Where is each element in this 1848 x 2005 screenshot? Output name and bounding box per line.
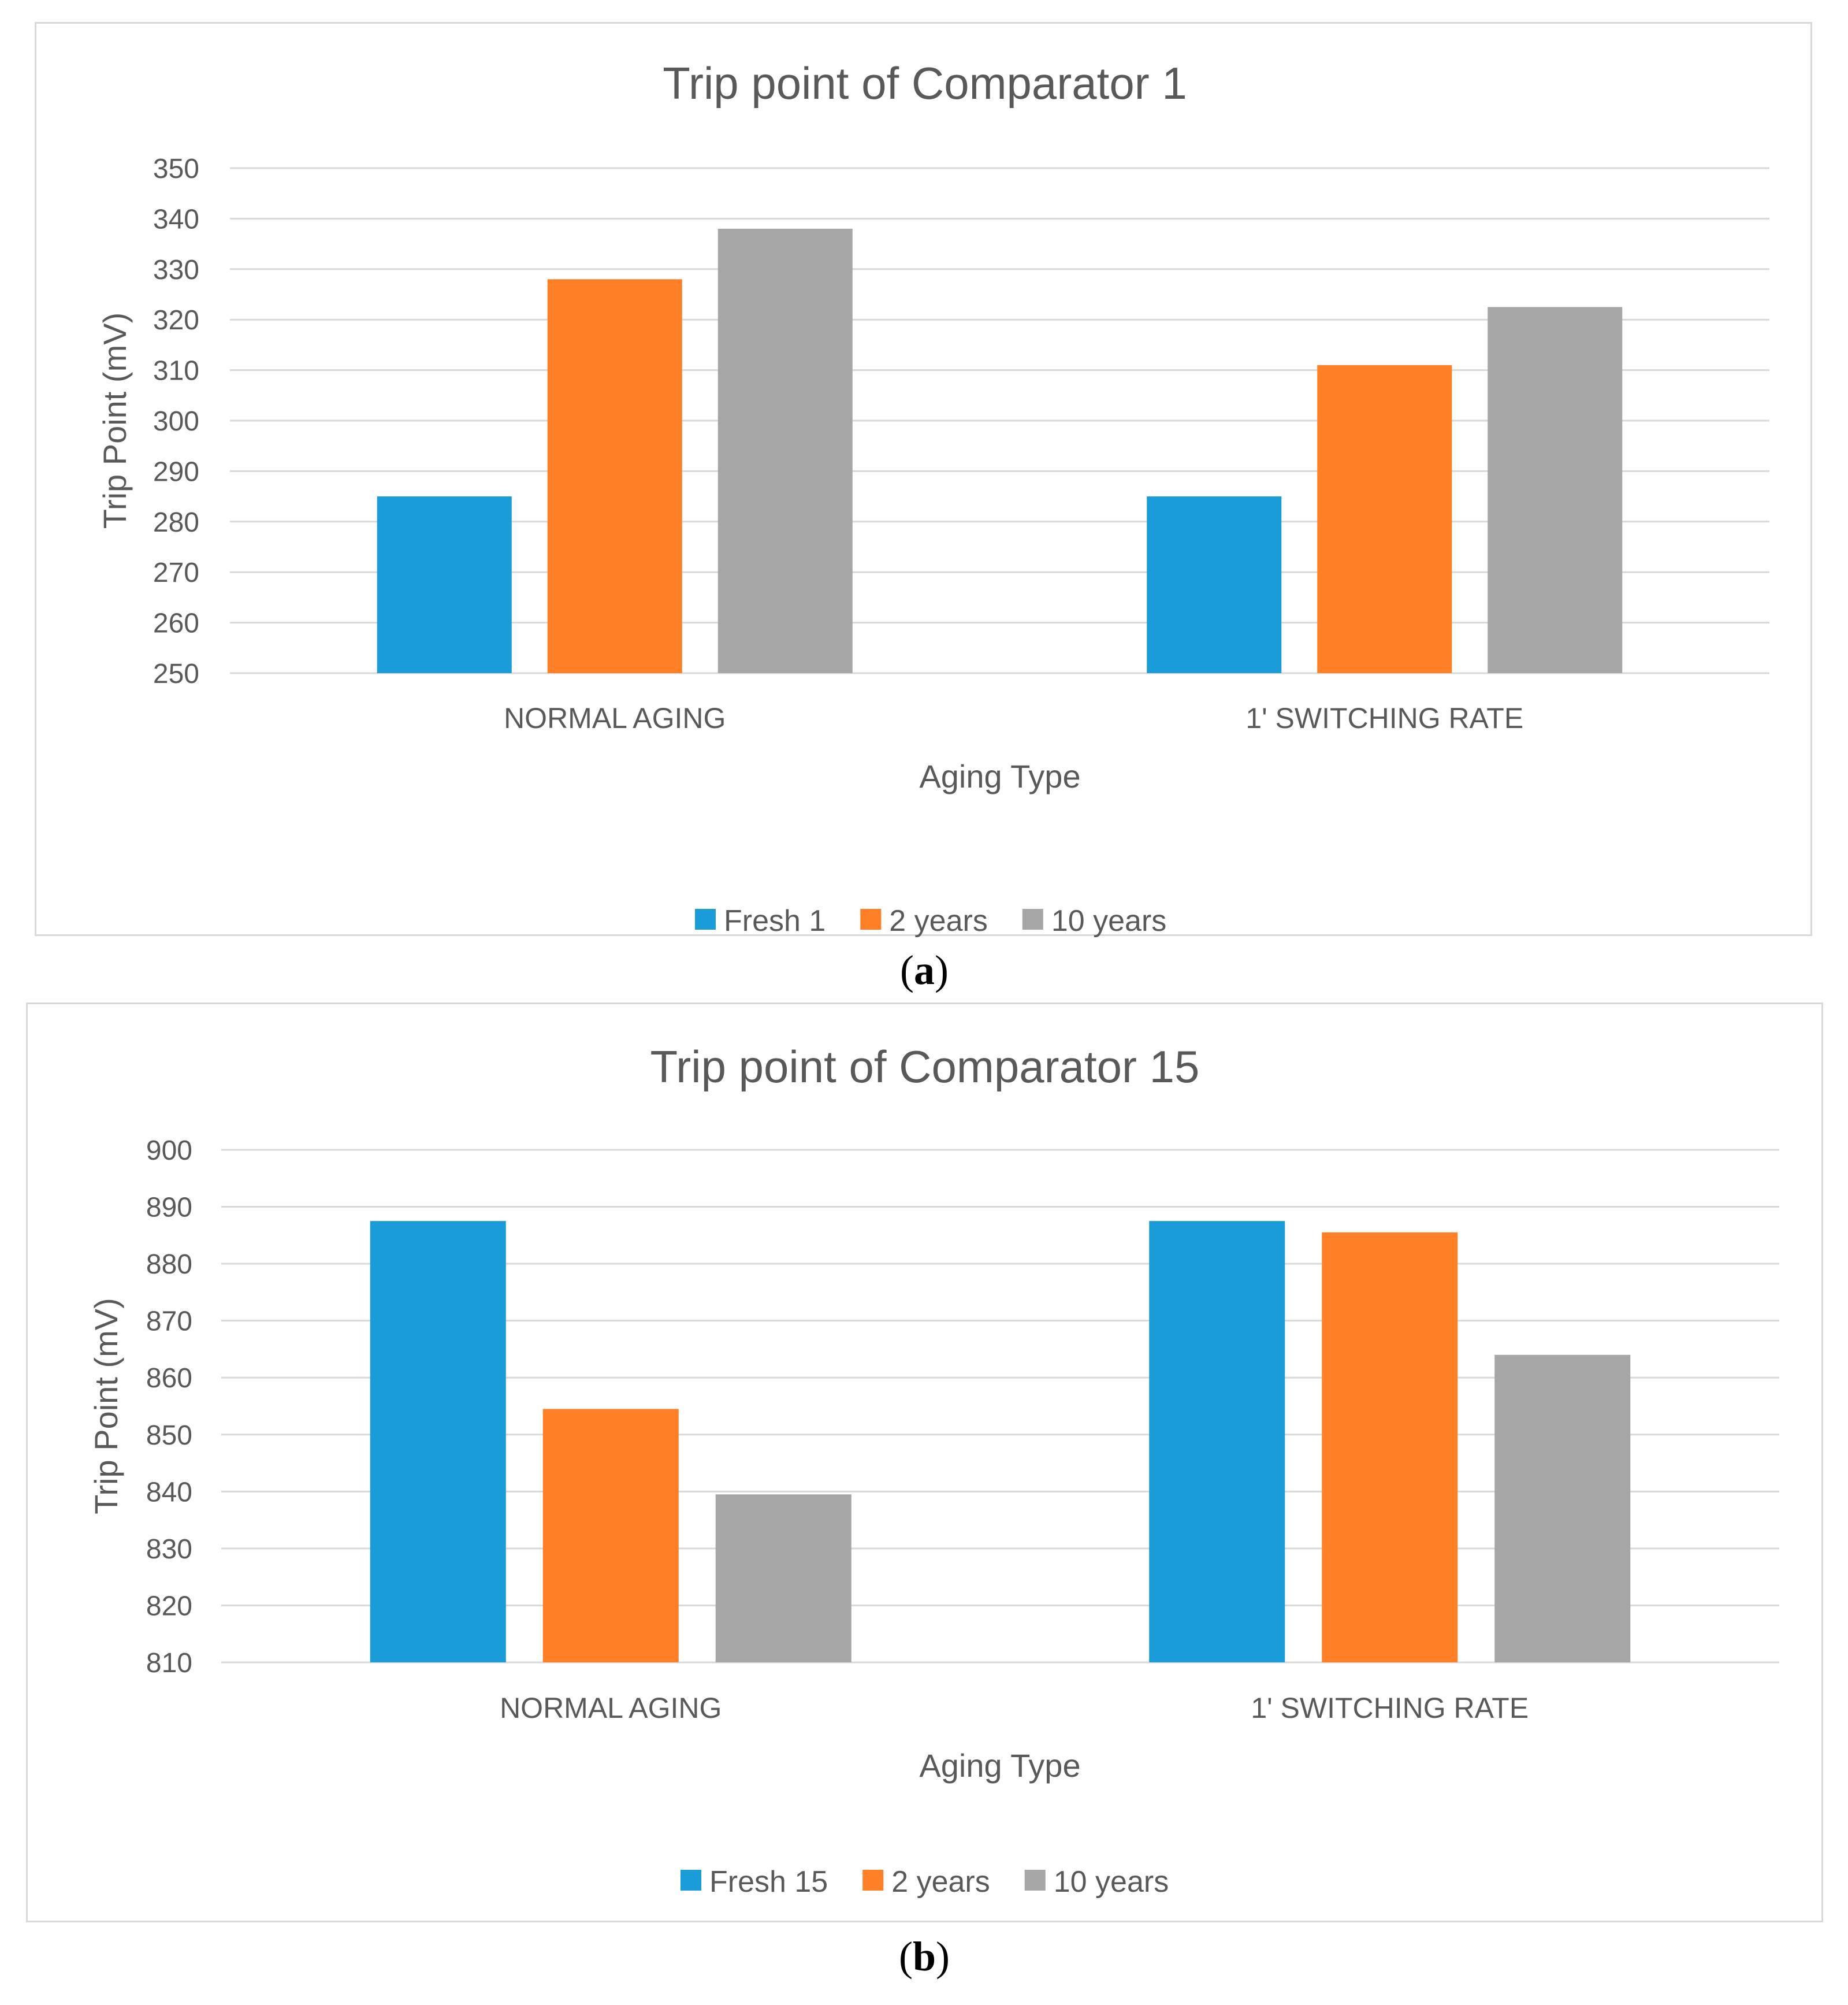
y-tick-label: 310 <box>153 356 199 387</box>
y-tick-label: 300 <box>153 406 199 437</box>
legend-label: 2 years <box>889 904 988 938</box>
caption-b-letter: b <box>912 1933 936 1980</box>
caption-b-close: ) <box>936 1933 950 1980</box>
bar <box>1149 1221 1285 1662</box>
legend-label: 10 years <box>1054 1865 1169 1899</box>
y-tick-label: 350 <box>153 154 199 184</box>
x-axis-title: Aging Type <box>919 1747 1080 1784</box>
y-tick-label: 860 <box>146 1363 192 1394</box>
legend-label: Fresh 1 <box>724 904 826 938</box>
legend-swatch <box>681 1870 701 1891</box>
bar <box>1147 496 1282 673</box>
x-category-label: 1' SWITCHING RATE <box>1245 702 1523 734</box>
bar <box>1317 365 1452 673</box>
caption-b-open: ( <box>898 1933 913 1980</box>
y-tick-label: 820 <box>146 1591 192 1621</box>
bar <box>717 228 853 673</box>
bar <box>715 1494 852 1662</box>
y-tick-label: 330 <box>153 255 199 285</box>
caption-a-close: ) <box>935 947 949 993</box>
y-axis-title: Trip Point (mV) <box>96 313 133 529</box>
y-tick-label: 280 <box>153 507 199 538</box>
chart-title: Trip point of Comparator 15 <box>650 1041 1200 1092</box>
y-tick-label: 290 <box>153 456 199 487</box>
y-tick-label: 880 <box>146 1249 192 1280</box>
y-tick-label: 870 <box>146 1306 192 1337</box>
y-axis-title: Trip Point (mV) <box>88 1298 124 1514</box>
bar <box>547 279 682 673</box>
bar <box>1494 1354 1631 1662</box>
chart-b: Trip point of Comparator 15 810 820 830 840 8… <box>88 1041 1779 1899</box>
legend-swatch <box>695 909 716 930</box>
y-tick-label: 830 <box>146 1534 192 1565</box>
y-tick-label: 320 <box>153 305 199 336</box>
legend-swatch <box>860 909 882 930</box>
bar <box>377 496 512 673</box>
y-tick-label: 810 <box>146 1648 192 1679</box>
x-axis-title: Aging Type <box>919 758 1080 794</box>
chart-title: Trip point of Comparator 1 <box>663 58 1187 109</box>
legend-label: Fresh 15 <box>709 1865 828 1899</box>
x-category-label: NORMAL AGING <box>504 702 726 734</box>
y-tick-label: 890 <box>146 1193 192 1223</box>
x-category-label: 1' SWITCHING RATE <box>1251 1692 1529 1724</box>
caption-b: (b) <box>809 1933 1040 1981</box>
legend-swatch <box>1024 1870 1046 1891</box>
legend-label: 10 years <box>1051 904 1166 938</box>
bar <box>370 1221 506 1662</box>
y-tick-label: 850 <box>146 1420 192 1451</box>
caption-a-letter: a <box>914 947 935 993</box>
caption-a-open: ( <box>900 947 914 993</box>
chart-a: Trip point of Comparator 1 250 260 270 280 29… <box>96 58 1769 938</box>
y-tick-label: 250 <box>153 659 199 689</box>
legend-label: 2 years <box>891 1865 990 1899</box>
caption-a: (a) <box>809 946 1040 994</box>
y-tick-label: 840 <box>146 1477 192 1508</box>
x-category-label: NORMAL AGING <box>500 1692 722 1724</box>
y-tick-label: 900 <box>146 1135 192 1166</box>
y-tick-label: 270 <box>153 558 199 588</box>
bar <box>542 1409 679 1662</box>
bar <box>1488 307 1623 673</box>
bar <box>1322 1232 1458 1662</box>
chart-panel-b: Trip point of Comparator 15 810 820 830 840 8… <box>26 1002 1823 1922</box>
legend-swatch <box>1022 909 1043 930</box>
y-tick-label: 260 <box>153 608 199 639</box>
y-tick-label: 340 <box>153 204 199 235</box>
legend-swatch <box>862 1870 884 1891</box>
chart-panel-a: Trip point of Comparator 1 250 260 270 280 29… <box>35 22 1812 938</box>
